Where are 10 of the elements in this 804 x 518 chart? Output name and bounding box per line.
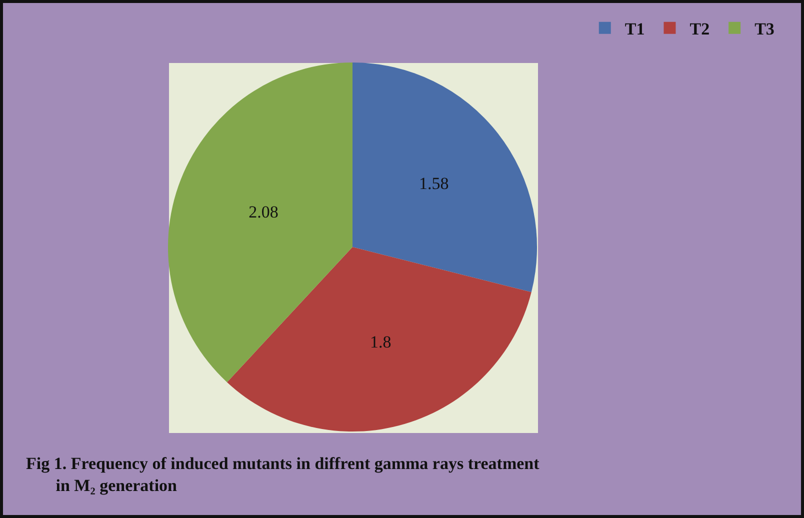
pie-slice — [168, 62, 352, 382]
data-label: 1.58 — [418, 174, 449, 194]
pie-slice — [352, 62, 537, 292]
pie-slice — [227, 247, 532, 432]
legend-label: T2 — [690, 20, 710, 39]
data-label: 2.08 — [248, 202, 278, 222]
caption: Fig 1. Frequency of induced mutants in diffrent gamma rays treatment in M₂ generation — [26, 454, 540, 496]
legend-label: T3 — [754, 20, 774, 39]
legend-label: T1 — [624, 20, 645, 39]
data-label: 1.8 — [370, 332, 392, 352]
